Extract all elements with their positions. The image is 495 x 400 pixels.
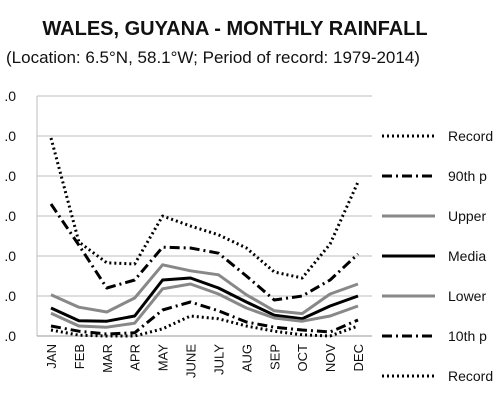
y-tick-label: .0 (4, 168, 16, 184)
x-tick-label: AUG (239, 344, 254, 372)
x-tick-label: MAY (156, 344, 171, 372)
x-tick-label: OCT (295, 344, 310, 372)
legend-label: Record (448, 368, 493, 384)
x-tick-label: APR (128, 344, 143, 371)
y-tick-label: .0 (4, 88, 16, 104)
legend-label: Lower (448, 288, 486, 304)
x-tick-label: NOV (323, 344, 338, 373)
x-tick-label: JULY (211, 344, 226, 375)
legend-label: Record (448, 128, 493, 144)
chart-subtitle: (Location: 6.5°N, 58.1°W; Period of reco… (6, 48, 420, 67)
y-tick-label: .0 (4, 288, 16, 304)
legend-label: Upper (448, 208, 486, 224)
x-tick-label: JUNE (184, 344, 199, 378)
y-tick-label: .0 (4, 128, 16, 144)
series-line (49, 203, 360, 302)
x-tick-label: MAR (100, 344, 115, 373)
chart-title: WALES, GUYANA - MONTHLY RAINFALL (42, 18, 428, 40)
series-line (50, 276, 359, 323)
series-line (49, 137, 360, 280)
y-tick-label: .0 (4, 208, 16, 224)
legend-label: Media (448, 248, 486, 264)
series-line (50, 300, 359, 336)
series-line (50, 314, 359, 338)
x-tick-label: FEB (72, 344, 87, 369)
legend-label: 90th p (448, 168, 487, 184)
x-tick-label: DEC (351, 344, 366, 371)
series-line (50, 263, 359, 316)
y-tick-label: .0 (4, 248, 16, 264)
x-tick-label: JAN (44, 344, 59, 369)
y-tick-label: .0 (4, 328, 16, 344)
x-tick-label: SEP (267, 344, 282, 370)
legend-label: 10th p (448, 328, 487, 344)
series-line (50, 282, 359, 329)
